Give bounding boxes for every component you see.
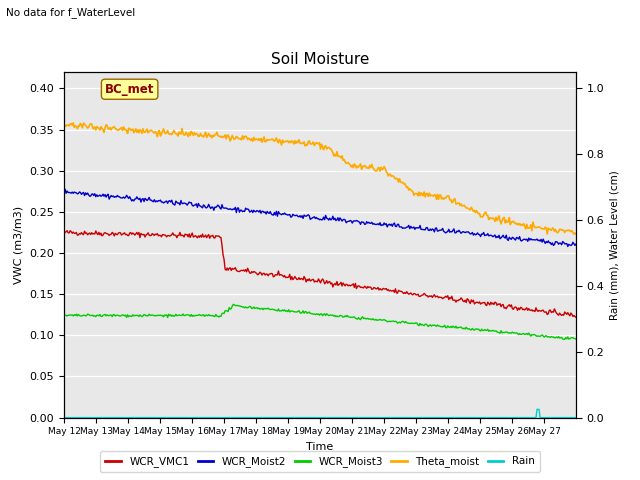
X-axis label: Time: Time [307,442,333,452]
Text: No data for f_WaterLevel: No data for f_WaterLevel [6,7,136,18]
Y-axis label: Rain (mm), Water Level (cm): Rain (mm), Water Level (cm) [610,170,620,320]
Y-axis label: VWC (m3/m3): VWC (m3/m3) [14,206,24,284]
Text: BC_met: BC_met [105,83,154,96]
Title: Soil Moisture: Soil Moisture [271,52,369,67]
Legend: WCR_VMC1, WCR_Moist2, WCR_Moist3, Theta_moist, Rain: WCR_VMC1, WCR_Moist2, WCR_Moist3, Theta_… [100,451,540,472]
